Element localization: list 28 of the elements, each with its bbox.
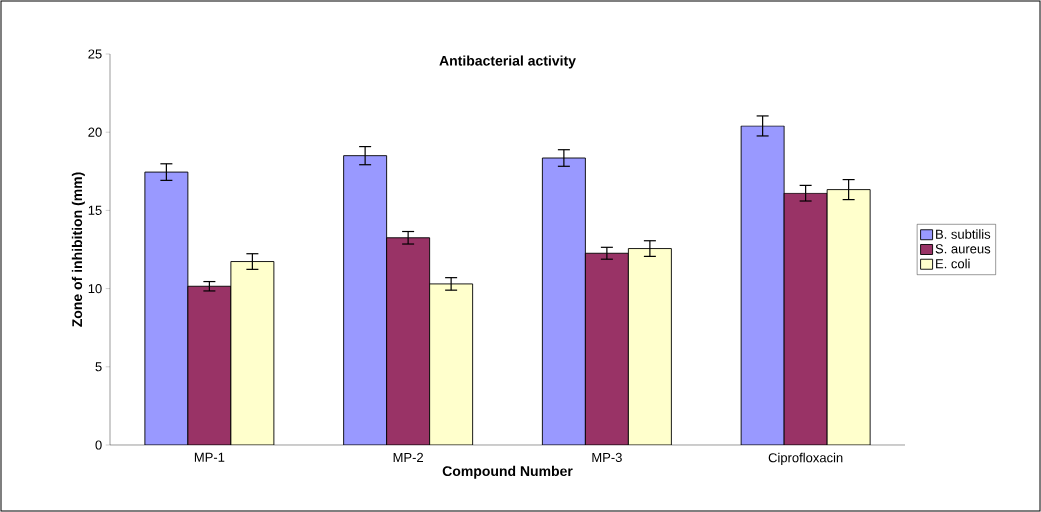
y-tick-label: 20 [88, 127, 102, 137]
chart-title: Antibacterial activity [439, 55, 576, 69]
y-tick-label: 15 [88, 205, 102, 215]
bar [343, 155, 388, 445]
bar [783, 192, 828, 445]
bar [740, 125, 785, 445]
legend-label: B. subtilis [936, 229, 991, 239]
y-axis-title: Zone of inhibition (mm) [71, 172, 85, 327]
bar [429, 283, 474, 445]
legend-label: S. aureus [935, 244, 991, 254]
x-tick-label: MP-1 [194, 452, 225, 462]
bar [627, 248, 672, 445]
y-tick-label: 0 [95, 440, 102, 450]
bar [584, 252, 629, 445]
bar [187, 285, 232, 445]
y-tick-label: 25 [88, 49, 102, 59]
x-tick-label: Ciprofloxacin [768, 452, 843, 465]
bar [386, 237, 431, 445]
x-tick-label: MP-3 [592, 452, 622, 462]
bar [541, 157, 586, 445]
legend-label: E. coli [936, 258, 970, 269]
bar [230, 261, 275, 445]
y-tick-label: 5 [95, 362, 102, 372]
bar [826, 189, 871, 445]
y-tick-label: 10 [88, 283, 102, 294]
bar [144, 171, 189, 445]
x-axis-title: Compound Number [442, 465, 573, 479]
x-tick-label: MP-2 [393, 452, 423, 462]
